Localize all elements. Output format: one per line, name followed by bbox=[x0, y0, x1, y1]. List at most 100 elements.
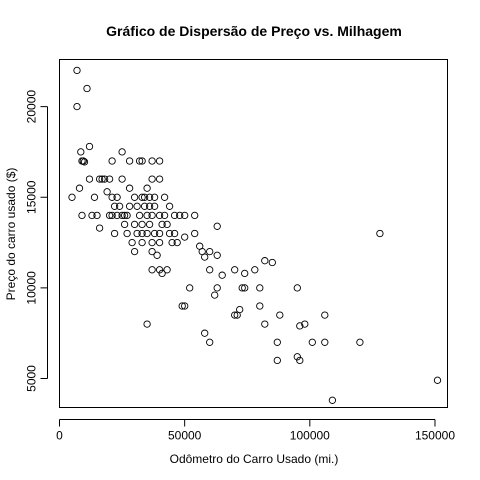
data-point bbox=[80, 158, 89, 166]
data-point bbox=[130, 193, 139, 201]
data-point bbox=[148, 175, 156, 183]
data-point bbox=[75, 184, 84, 192]
data-point bbox=[138, 238, 146, 247]
data-point bbox=[155, 211, 164, 220]
data-point bbox=[143, 229, 151, 238]
data-point bbox=[293, 284, 301, 292]
data-point bbox=[231, 311, 239, 319]
data-point bbox=[293, 353, 301, 361]
data-point bbox=[150, 193, 159, 201]
data-point bbox=[148, 157, 156, 165]
data-point bbox=[103, 188, 111, 196]
x-axis: 0 50000 100000 150000 bbox=[56, 419, 455, 443]
data-point bbox=[155, 229, 164, 238]
data-points bbox=[68, 66, 442, 404]
data-point bbox=[241, 269, 249, 278]
data-point bbox=[155, 157, 164, 165]
data-point bbox=[113, 211, 121, 220]
data-point bbox=[155, 175, 164, 183]
data-point bbox=[213, 251, 221, 259]
data-point bbox=[88, 211, 96, 220]
data-point bbox=[90, 193, 99, 201]
data-point bbox=[93, 211, 101, 220]
data-point bbox=[108, 157, 116, 165]
data-point bbox=[231, 266, 239, 274]
data-point bbox=[181, 302, 189, 310]
data-point bbox=[201, 329, 209, 337]
data-point bbox=[273, 356, 281, 365]
data-point bbox=[191, 211, 199, 220]
data-point bbox=[168, 238, 176, 247]
data-point bbox=[143, 320, 151, 328]
data-point bbox=[105, 175, 114, 183]
data-point bbox=[321, 311, 329, 319]
data-point bbox=[145, 202, 154, 210]
x-axis-label: Odômetro do Carro Usado (mi.) bbox=[170, 452, 339, 466]
data-point bbox=[140, 202, 149, 210]
data-point bbox=[256, 302, 264, 310]
data-point bbox=[155, 238, 164, 247]
data-point bbox=[150, 202, 159, 210]
data-point bbox=[301, 320, 309, 328]
y-axis-label: Preço do carro usado ($) bbox=[4, 168, 18, 301]
data-point bbox=[155, 266, 164, 274]
data-point bbox=[256, 284, 264, 292]
data-point bbox=[186, 284, 194, 292]
data-point bbox=[321, 338, 329, 346]
data-point bbox=[73, 102, 81, 111]
data-point bbox=[85, 142, 94, 151]
data-point bbox=[181, 233, 189, 241]
data-point bbox=[176, 211, 184, 220]
y-tick-label: 10000 bbox=[25, 271, 39, 305]
data-point bbox=[165, 202, 174, 210]
data-point bbox=[105, 211, 114, 220]
data-point bbox=[150, 229, 159, 238]
data-point bbox=[98, 175, 106, 183]
data-point bbox=[148, 238, 156, 247]
data-point bbox=[125, 202, 134, 210]
data-point bbox=[238, 284, 246, 292]
data-point bbox=[110, 229, 119, 238]
data-point bbox=[118, 148, 126, 156]
data-point bbox=[433, 376, 442, 384]
plot-frame bbox=[59, 59, 448, 408]
data-point bbox=[68, 193, 76, 201]
data-point bbox=[135, 157, 144, 165]
data-point bbox=[158, 220, 166, 229]
data-point bbox=[165, 229, 174, 238]
y-tick-label: 15000 bbox=[25, 180, 39, 214]
data-point bbox=[108, 211, 116, 220]
data-point bbox=[95, 224, 104, 232]
data-point bbox=[276, 311, 284, 319]
y-axis: 5000 10000 15000 20000 bbox=[25, 90, 48, 392]
data-point bbox=[110, 202, 119, 210]
data-point bbox=[308, 338, 316, 346]
data-point bbox=[170, 229, 179, 238]
data-point bbox=[218, 271, 226, 279]
data-point bbox=[73, 66, 81, 75]
data-point bbox=[108, 193, 116, 201]
data-point bbox=[181, 211, 189, 220]
data-point bbox=[138, 193, 146, 201]
x-tick-label: 0 bbox=[56, 429, 63, 443]
data-point bbox=[115, 202, 124, 210]
data-point bbox=[148, 211, 156, 220]
data-point bbox=[77, 148, 85, 156]
data-point bbox=[123, 211, 131, 220]
data-point bbox=[120, 220, 129, 229]
data-point bbox=[118, 211, 126, 220]
data-point bbox=[173, 238, 181, 247]
data-point bbox=[328, 396, 337, 404]
data-point bbox=[376, 229, 384, 238]
data-point bbox=[158, 269, 166, 278]
data-point bbox=[170, 211, 179, 220]
data-point bbox=[143, 211, 151, 220]
data-point bbox=[213, 284, 221, 292]
data-point bbox=[78, 211, 86, 220]
data-point bbox=[201, 253, 209, 261]
data-point bbox=[83, 84, 91, 93]
data-point bbox=[135, 211, 144, 220]
data-point bbox=[261, 257, 269, 265]
data-point bbox=[143, 184, 151, 192]
